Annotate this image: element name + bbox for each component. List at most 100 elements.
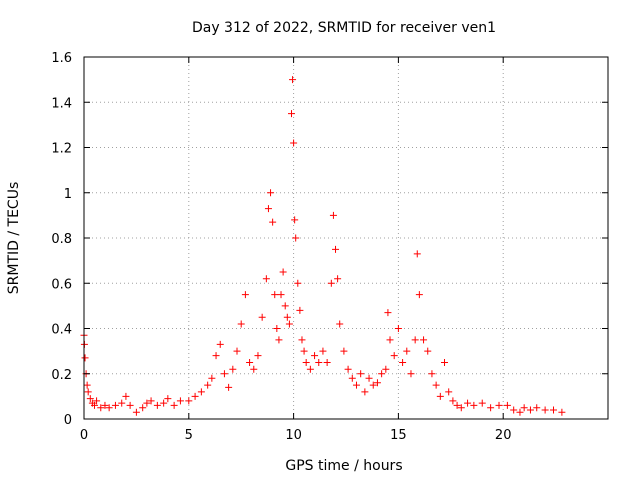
data-point [336,320,344,328]
data-point [432,381,440,389]
data-point [441,358,449,366]
data-point [241,291,249,299]
data-point [302,358,310,366]
data-point [289,76,297,84]
data-point [273,325,281,332]
data-point [306,365,314,373]
data-point [369,381,377,389]
data-point [153,401,161,409]
data-point [413,250,421,258]
x-tick-label: 0 [80,428,88,443]
data-point [246,358,254,366]
data-point [81,354,89,362]
data-point [420,336,428,344]
x-tick-label: 5 [185,428,193,443]
data-point [550,406,558,414]
data-points [80,76,566,416]
data-point [503,401,511,409]
data-point [118,399,126,407]
data-point [264,205,272,213]
data-point [300,347,308,355]
data-point [83,381,91,389]
data-point [176,397,184,405]
data-point [279,268,287,276]
data-point [277,291,285,299]
data-point [319,347,327,355]
x-tick-label: 20 [495,428,512,443]
data-point [250,365,258,373]
data-point [332,245,340,253]
data-point [470,401,478,409]
data-point [105,404,113,412]
data-point [139,404,147,412]
data-point [292,234,300,242]
data-point [520,404,528,412]
data-point [445,388,453,396]
data-point [436,392,444,400]
data-point [122,392,130,400]
y-tick-label: 0.2 [51,368,72,383]
data-point [185,397,193,405]
data-point [541,406,549,414]
data-point [390,352,398,360]
axis-ticks [83,56,608,420]
data-point [262,275,270,283]
data-point [275,336,283,344]
data-point [258,313,266,321]
data-point [348,374,356,382]
data-point [424,347,432,355]
data-point [191,392,199,400]
data-point [233,347,241,355]
data-point [271,291,279,299]
data-point [97,404,105,412]
y-tick-label: 1.6 [51,51,72,66]
data-point [216,340,224,348]
data-point [147,397,155,405]
data-point [344,365,352,373]
data-point [495,401,503,409]
data-point [382,365,390,373]
data-point [204,381,212,389]
y-tick-label: 0 [64,413,72,428]
data-point [361,388,369,396]
data-point [290,139,298,147]
data-point [298,336,306,344]
data-point [323,358,331,366]
data-point [365,374,373,382]
data-point [126,401,134,409]
data-point [327,279,335,287]
data-point [449,397,457,405]
data-point [394,325,402,332]
x-axis-label: GPS time / hours [285,458,402,474]
data-point [164,395,172,403]
data-point [143,399,151,407]
y-tick-label: 1 [64,187,72,202]
data-point [411,336,419,344]
chart-title: Day 312 of 2022, SRMTID for receiver ven… [192,20,496,36]
data-point [478,399,486,407]
data-point [285,320,293,328]
data-point [170,401,178,409]
data-point [294,279,302,287]
data-point [90,401,98,409]
data-point [329,211,337,219]
data-point [428,370,436,378]
data-point [220,370,228,378]
data-point [311,352,319,360]
data-point [160,399,168,407]
x-tick-labels: 0 5 10 15 20 [80,428,512,443]
y-axis-label: SRMTID / TECUs [6,182,22,295]
data-point [453,401,461,409]
data-point [208,374,216,382]
data-point [386,336,394,344]
data-point [340,347,348,355]
data-point [403,347,411,355]
x-tick-label: 15 [390,428,407,443]
data-point [457,404,465,412]
data-point [212,352,220,360]
data-point [526,406,534,414]
data-point [132,408,140,416]
data-point [229,365,237,373]
data-point [357,370,365,378]
